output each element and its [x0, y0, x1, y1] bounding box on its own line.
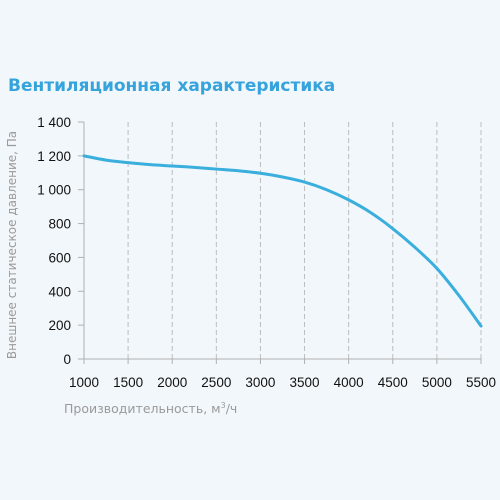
chart-title: Вентиляционная характеристика: [8, 76, 336, 96]
axes: [78, 121, 482, 364]
y-axis-label: Внешнее статическое давление, Па: [5, 131, 19, 359]
x-tick-label-4000: 4000: [334, 375, 364, 390]
data-point-1500: [127, 162, 129, 164]
data-point-5000: [436, 267, 438, 270]
x-tick-label-1500: 1500: [113, 375, 143, 390]
data-point-4000: [348, 199, 350, 201]
x-axis-label-main: Производительность, м: [64, 401, 221, 416]
data-point-5500: [480, 325, 482, 327]
series-line-0: [82, 154, 483, 328]
data-point-3250: [281, 176, 284, 178]
y-tick-label-200: 200: [48, 318, 71, 333]
series-layer: [82, 154, 483, 328]
x-tick-label-3000: 3000: [245, 375, 275, 390]
grid-lines: [127, 122, 482, 359]
y-tick-label-1000: 1 000: [37, 183, 71, 198]
data-point-5250: [458, 294, 460, 297]
y-tick-label-0: 0: [63, 352, 71, 367]
data-point-4250: [370, 211, 372, 214]
y-tick-label-1200: 1 200: [37, 149, 71, 164]
data-point-2500: [215, 168, 217, 170]
x-tick-label-5000: 5000: [422, 375, 452, 390]
data-point-1250: [105, 159, 107, 161]
y-tick-label-800: 800: [48, 217, 71, 232]
data-point-2000: [171, 165, 173, 167]
data-point-3500: [303, 181, 306, 183]
data-point-1750: [149, 164, 151, 166]
x-tick-labels: 1000 1500 2000 2500 3000 3500 4000 4500 5000 5500: [69, 375, 496, 390]
x-tick-label-1000: 1000: [69, 375, 99, 390]
data-point-2750: [237, 170, 239, 172]
x-tick-label-4500: 4500: [378, 375, 408, 390]
y-tick-label-600: 600: [48, 250, 71, 265]
data-point-3750: [326, 189, 328, 191]
x-tick-label-3500: 3500: [290, 375, 320, 390]
y-tick-label-400: 400: [48, 284, 71, 299]
x-tick-label-5500: 5500: [466, 375, 496, 390]
x-tick-label-2500: 2500: [201, 375, 231, 390]
data-point-1000: [83, 155, 85, 157]
x-axis-label-sup: 3: [221, 401, 226, 410]
x-axis-label: Производительность, м3/ч: [64, 401, 237, 416]
data-point-4750: [414, 246, 416, 248]
data-point-3000: [259, 172, 262, 174]
data-point-2250: [193, 166, 195, 168]
x-axis-label-tail: /ч: [226, 401, 238, 416]
y-tick-labels: 0 200 400 600 800 1 000 1 200 1 400: [37, 115, 71, 367]
data-point-4500: [392, 228, 394, 230]
x-tick-label-2000: 2000: [157, 375, 187, 390]
y-tick-label-1400: 1 400: [37, 115, 71, 130]
